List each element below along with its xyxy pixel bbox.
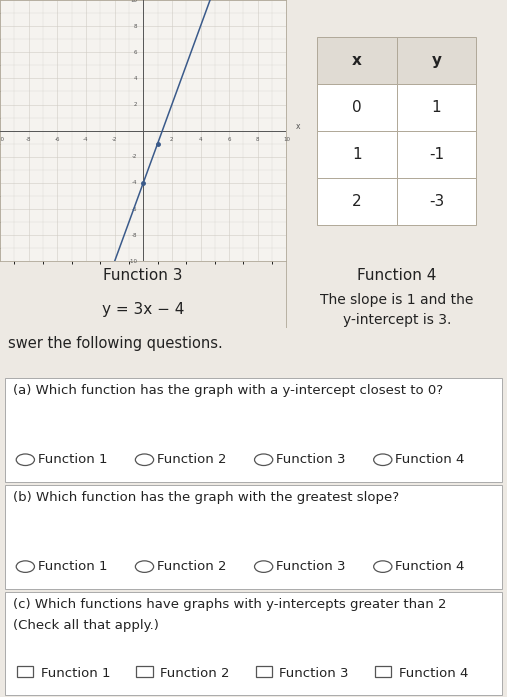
- Text: Function 1: Function 1: [41, 667, 111, 680]
- Bar: [5, 378, 502, 482]
- Text: Function 1: Function 1: [38, 453, 107, 466]
- Text: -2: -2: [112, 137, 117, 142]
- Text: Function 3: Function 3: [279, 667, 349, 680]
- Text: (b) Which function has the graph with the greatest slope?: (b) Which function has the graph with th…: [13, 491, 399, 504]
- Text: -4: -4: [132, 181, 137, 185]
- Text: 10: 10: [130, 0, 137, 3]
- Bar: [5, 592, 502, 696]
- FancyBboxPatch shape: [317, 36, 396, 84]
- Text: The slope is 1 and the: The slope is 1 and the: [320, 293, 474, 307]
- Text: y: y: [431, 52, 442, 68]
- Text: 2: 2: [134, 102, 137, 107]
- Text: -10: -10: [0, 137, 5, 142]
- Text: swer the following questions.: swer the following questions.: [8, 336, 223, 351]
- Text: y-intercept is 3.: y-intercept is 3.: [343, 313, 451, 327]
- Bar: [5, 485, 502, 588]
- Text: (c) Which functions have graphs with y-intercepts greater than 2: (c) Which functions have graphs with y-i…: [13, 598, 446, 611]
- Text: 4: 4: [199, 137, 202, 142]
- Text: 8: 8: [256, 137, 260, 142]
- Text: 8: 8: [134, 24, 137, 29]
- Text: -4: -4: [83, 137, 89, 142]
- Text: 0: 0: [352, 100, 362, 115]
- Bar: [136, 666, 153, 677]
- Text: x: x: [296, 122, 300, 131]
- Text: -8: -8: [132, 233, 137, 238]
- Text: 1: 1: [431, 100, 441, 115]
- Text: Function 3: Function 3: [276, 453, 346, 466]
- Text: Function 2: Function 2: [160, 667, 230, 680]
- Text: 2: 2: [170, 137, 173, 142]
- Bar: [375, 666, 391, 677]
- Bar: [256, 666, 272, 677]
- Text: (Check all that apply.): (Check all that apply.): [13, 619, 159, 632]
- FancyBboxPatch shape: [396, 178, 476, 224]
- FancyBboxPatch shape: [317, 84, 396, 131]
- Text: Function 3: Function 3: [103, 268, 183, 284]
- Text: Function 4: Function 4: [395, 453, 465, 466]
- Text: (a) Which function has the graph with a y-intercept closest to 0?: (a) Which function has the graph with a …: [13, 385, 443, 397]
- Text: 2: 2: [352, 194, 362, 209]
- FancyBboxPatch shape: [396, 131, 476, 178]
- Text: -2: -2: [132, 154, 137, 160]
- Text: -8: -8: [26, 137, 31, 142]
- Text: Function 4: Function 4: [399, 667, 468, 680]
- Text: Function 1: Function 1: [38, 560, 107, 573]
- FancyBboxPatch shape: [396, 84, 476, 131]
- Text: y = 3x − 4: y = 3x − 4: [102, 302, 185, 316]
- FancyBboxPatch shape: [317, 178, 396, 224]
- Text: -10: -10: [128, 259, 137, 264]
- Bar: [17, 666, 33, 677]
- Text: 6: 6: [228, 137, 231, 142]
- Text: 6: 6: [134, 49, 137, 55]
- Text: Function 4: Function 4: [395, 560, 465, 573]
- Text: Function 4: Function 4: [357, 268, 437, 284]
- FancyBboxPatch shape: [396, 36, 476, 84]
- Text: 10: 10: [283, 137, 290, 142]
- Text: x: x: [352, 52, 362, 68]
- Text: Function 2: Function 2: [157, 453, 227, 466]
- FancyBboxPatch shape: [317, 131, 396, 178]
- Text: -6: -6: [55, 137, 60, 142]
- Text: Function 2: Function 2: [157, 560, 227, 573]
- Text: 1: 1: [352, 146, 362, 162]
- Text: Function 3: Function 3: [276, 560, 346, 573]
- Text: -6: -6: [132, 206, 137, 212]
- Text: -1: -1: [429, 146, 444, 162]
- Text: 4: 4: [134, 76, 137, 81]
- Text: -3: -3: [429, 194, 444, 209]
